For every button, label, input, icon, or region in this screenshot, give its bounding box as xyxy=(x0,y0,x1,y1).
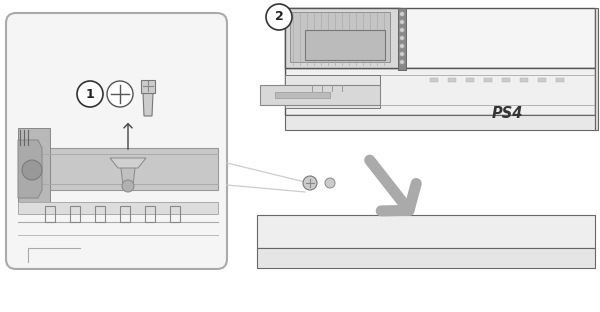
Circle shape xyxy=(303,176,317,190)
Circle shape xyxy=(400,51,404,56)
Circle shape xyxy=(266,4,292,30)
Bar xyxy=(520,78,528,82)
Bar xyxy=(141,80,155,93)
FancyBboxPatch shape xyxy=(6,13,227,269)
Polygon shape xyxy=(285,68,595,115)
Polygon shape xyxy=(257,248,595,268)
Bar xyxy=(120,206,130,222)
Bar xyxy=(18,202,218,214)
Bar xyxy=(484,78,492,82)
Text: 2: 2 xyxy=(275,11,283,23)
Text: 1: 1 xyxy=(86,87,94,100)
Bar xyxy=(430,78,438,82)
Circle shape xyxy=(400,60,404,65)
Bar xyxy=(275,92,330,98)
Circle shape xyxy=(400,12,404,17)
Polygon shape xyxy=(257,215,595,248)
Bar xyxy=(448,78,456,82)
Circle shape xyxy=(107,81,133,107)
Circle shape xyxy=(400,27,404,32)
Bar xyxy=(70,206,80,222)
Circle shape xyxy=(400,43,404,48)
Circle shape xyxy=(400,36,404,41)
Bar xyxy=(466,78,474,82)
Circle shape xyxy=(325,178,335,188)
Text: PS4: PS4 xyxy=(491,106,523,121)
Bar xyxy=(502,78,510,82)
Polygon shape xyxy=(285,8,400,68)
Polygon shape xyxy=(285,75,380,108)
Polygon shape xyxy=(143,93,153,116)
Bar xyxy=(305,30,385,60)
Polygon shape xyxy=(285,8,595,68)
Polygon shape xyxy=(110,158,146,168)
Circle shape xyxy=(77,81,103,107)
Polygon shape xyxy=(18,128,50,210)
Polygon shape xyxy=(285,115,595,130)
Bar xyxy=(170,206,180,222)
Bar xyxy=(95,206,105,222)
Bar xyxy=(45,206,55,222)
Polygon shape xyxy=(260,85,380,105)
Bar xyxy=(290,12,390,62)
Circle shape xyxy=(22,160,42,180)
Bar xyxy=(18,148,218,190)
Polygon shape xyxy=(120,160,136,185)
Polygon shape xyxy=(18,140,42,198)
Bar xyxy=(145,206,155,222)
Circle shape xyxy=(122,180,134,192)
Bar xyxy=(538,78,546,82)
Circle shape xyxy=(400,19,404,25)
Polygon shape xyxy=(595,8,598,130)
Bar xyxy=(398,8,406,70)
Bar xyxy=(556,78,564,82)
